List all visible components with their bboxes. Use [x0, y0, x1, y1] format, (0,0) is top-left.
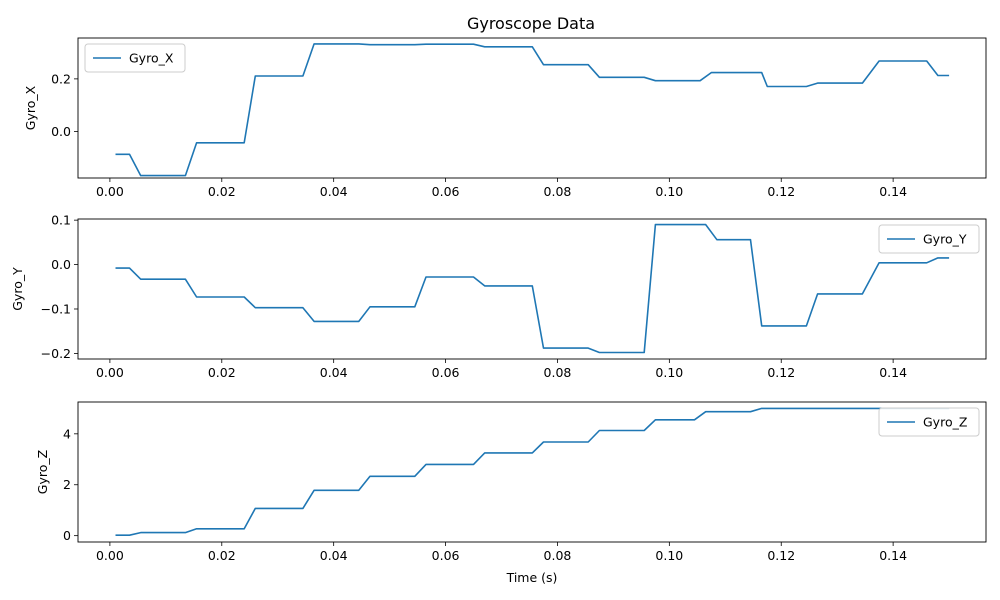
series-line-gyro-y — [115, 223, 950, 354]
y-tick-label: 4 — [63, 426, 71, 441]
legend-box — [878, 224, 980, 254]
series-line-gyro-z — [115, 407, 950, 537]
x-tick-label: 0.00 — [96, 184, 124, 199]
x-tick-label: 0.02 — [208, 184, 236, 199]
y-axis-label: Gyro_Z — [35, 450, 50, 494]
y-tick-label: 2 — [63, 477, 71, 492]
subplot-panels: 0.00 0.02 0.04 0.06 0.08 0.10 0.12 0.140.00.2Gy… — [10, 37, 987, 585]
x-tick-label: 0.14 — [879, 548, 907, 563]
legend-label: Gyro_X — [129, 51, 174, 66]
y-tick-label: 0.0 — [51, 124, 71, 139]
x-tick-label: 0.12 — [767, 365, 795, 380]
x-tick-label: 0.02 — [208, 548, 236, 563]
x-tick-label: 0.08 — [544, 365, 572, 380]
x-tick-label: 0.06 — [432, 184, 460, 199]
series-line-gyro-x — [115, 43, 950, 177]
legend: Gyro_Y — [878, 224, 980, 254]
y-tick-label: 0 — [63, 528, 71, 543]
subplot-gyro-y: 0.00 0.02 0.04 0.06 0.08 0.10 0.12 0.14 −0.2 −0.1… — [10, 213, 987, 380]
x-tick-label: 0.04 — [320, 184, 348, 199]
y-axis-label: Gyro_X — [23, 85, 38, 130]
x-tick-label: 0.04 — [320, 365, 348, 380]
x-tick-label: 0.10 — [655, 365, 683, 380]
x-tick-label: 0.08 — [544, 184, 572, 199]
y-tick-label: 0.0 — [51, 257, 71, 272]
x-tick-label: 0.04 — [320, 548, 348, 563]
figure-title: Gyroscope Data — [467, 14, 595, 33]
x-tick-label: 0.10 — [655, 548, 683, 563]
legend: Gyro_X — [84, 43, 186, 73]
subplot-gyro-z: 0.00 0.02 0.04 0.06 0.08 0.10 0.12 0.14 0 2 4 Gyro_… — [35, 401, 987, 585]
x-tick-label: 0.08 — [544, 548, 572, 563]
x-tick-label: 0.06 — [432, 365, 460, 380]
x-tick-label: 0.10 — [655, 184, 683, 199]
axes-frame — [77, 37, 987, 179]
x-tick-label: 0.02 — [208, 365, 236, 380]
y-axis-label: Gyro_Y — [10, 267, 25, 311]
legend-box — [84, 43, 186, 73]
y-tick-label: −0.2 — [41, 346, 71, 361]
legend-box — [878, 407, 980, 437]
axes-frame — [77, 218, 987, 360]
x-tick-label: 0.00 — [96, 548, 124, 563]
x-tick-label: 0.14 — [879, 184, 907, 199]
axes-frame — [77, 401, 987, 543]
y-tick-label: 0.2 — [51, 71, 71, 86]
subplot-gyro-x: 0.00 0.02 0.04 0.06 0.08 0.10 0.12 0.14 0.0 0.2 Gy… — [23, 37, 987, 199]
legend-label: Gyro_Z — [923, 415, 967, 430]
x-tick-label: 0.14 — [879, 365, 907, 380]
y-tick-label: −0.1 — [41, 301, 71, 316]
x-tick-label: 0.06 — [432, 548, 460, 563]
x-tick-label: 0.12 — [767, 184, 795, 199]
x-axis-label: Time (s) — [506, 570, 558, 585]
x-tick-label: 0.12 — [767, 548, 795, 563]
legend-label: Gyro_Y — [923, 232, 967, 247]
legend: Gyro_Z — [878, 407, 980, 437]
x-tick-label: 0.00 — [96, 365, 124, 380]
y-tick-label: 0.1 — [51, 213, 71, 228]
